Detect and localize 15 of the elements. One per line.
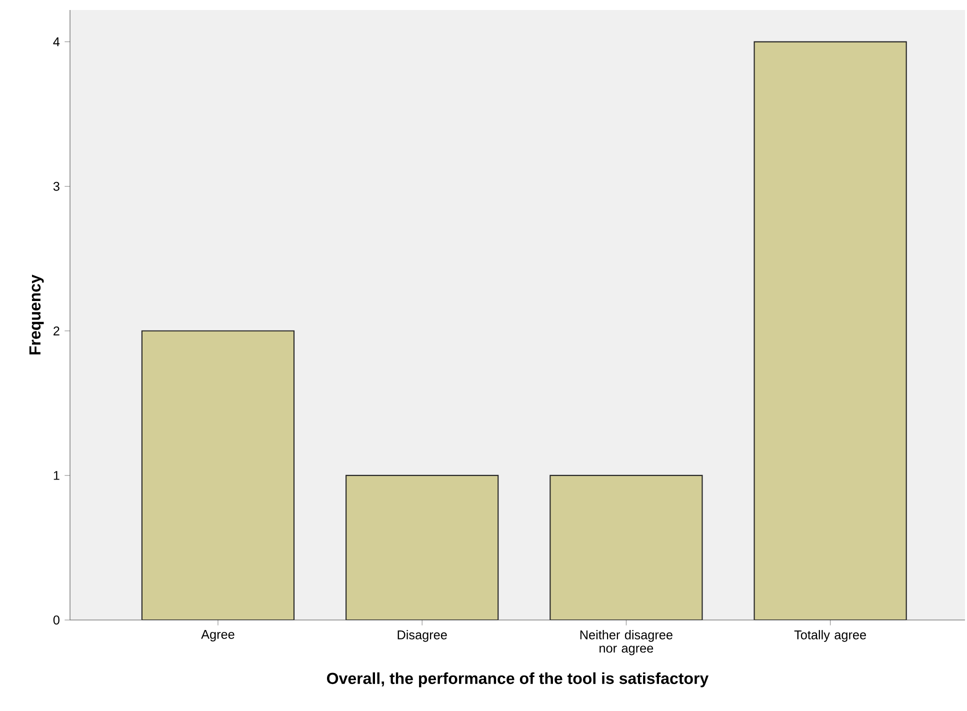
x-tick-label: Neither disagree nor agree xyxy=(580,630,672,656)
bar xyxy=(346,474,499,620)
y-tick-label: 3 xyxy=(53,182,60,191)
bar xyxy=(550,474,703,620)
y-tick-label: 1 xyxy=(54,471,60,480)
x-axis-title: Overall, the performance of the tool is satisfactory xyxy=(326,672,709,688)
y-tick-label: 2 xyxy=(54,326,60,336)
y-tick-label: 0 xyxy=(53,616,60,624)
x-tick-label: Totally agree xyxy=(794,630,866,642)
y-tick-label: 4 xyxy=(53,37,60,46)
bar xyxy=(141,330,295,620)
y-axis-title: Frequency xyxy=(29,274,44,354)
bar xyxy=(754,41,907,620)
x-tick-label: Agree xyxy=(201,630,234,642)
x-tick-label: Disagree xyxy=(398,630,447,642)
